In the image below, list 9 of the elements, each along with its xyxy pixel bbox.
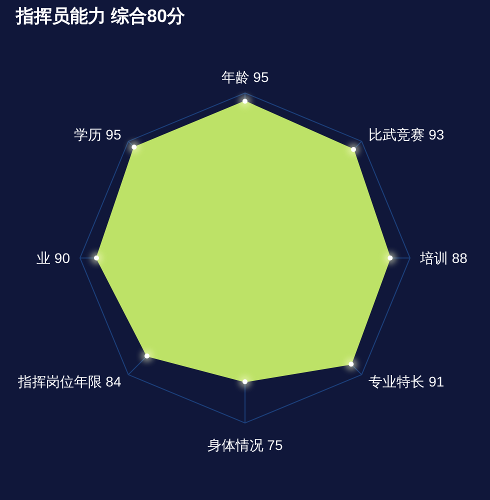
chart-title: 指挥员能力 综合80分: [15, 6, 186, 26]
category: 年龄 95: [221, 69, 269, 85]
category: 学历 95: [74, 126, 122, 142]
category: 指挥岗位年限 84: [18, 374, 122, 390]
category: 培训 88: [420, 250, 468, 266]
category: 专业特长 91: [368, 374, 444, 390]
category: 比武竞赛 93: [368, 126, 444, 142]
category: 业 90: [36, 250, 70, 266]
category: 身体情况 75: [207, 437, 283, 453]
